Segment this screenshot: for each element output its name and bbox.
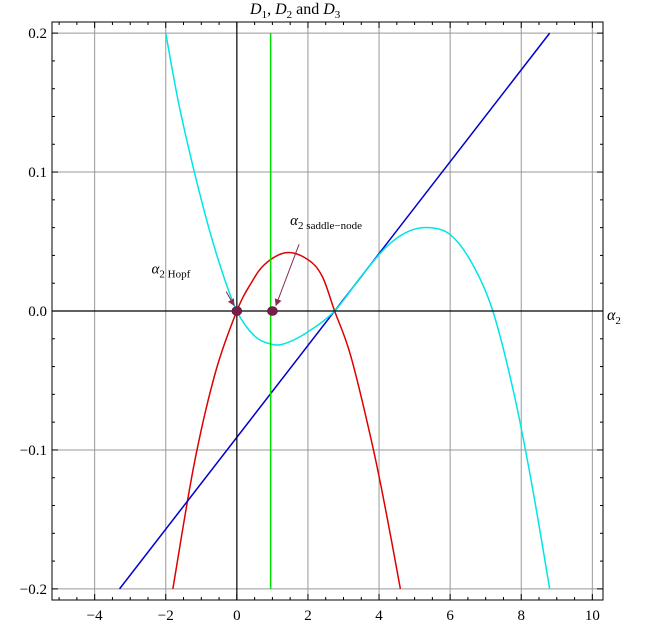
chart-title: D1, D2 and D3 xyxy=(249,1,341,21)
x-tick-label: 2 xyxy=(304,608,312,624)
x-tick-label: −2 xyxy=(158,608,174,624)
y-tick-label: −0.2 xyxy=(20,582,47,598)
bifurcation-point xyxy=(267,306,278,316)
annotation-arrow xyxy=(274,244,300,307)
bifurcation-points xyxy=(231,306,278,316)
y-tick-label: 0.1 xyxy=(28,165,47,181)
series-line-red xyxy=(172,251,402,590)
tick-labels: −4 −2 0 2 4 6 8 10 0.2 0.1 0.0 −0.1 −0.2 xyxy=(20,26,600,624)
y-tick-label: −0.1 xyxy=(20,443,47,459)
annotation-label: α2 saddle−node xyxy=(290,213,362,232)
axes xyxy=(51,21,604,601)
y-tick-label: 0.0 xyxy=(28,304,47,320)
x-tick-label: 4 xyxy=(375,608,383,624)
x-axis-label: α2 xyxy=(607,307,621,327)
series-line-cyan xyxy=(165,32,551,590)
y-tick-label: 0.2 xyxy=(28,26,47,42)
x-tick-label: 0 xyxy=(233,608,241,624)
x-tick-label: 10 xyxy=(585,608,600,624)
x-tick-label: −4 xyxy=(87,608,103,624)
annotation-label: α2 Hopf xyxy=(152,261,191,280)
bifurcation-point xyxy=(231,306,243,316)
x-tick-label: 6 xyxy=(446,608,454,624)
x-tick-label: 8 xyxy=(517,608,525,624)
annotations: α2 Hopf α2 saddle−node xyxy=(152,213,362,307)
annotation-arrow xyxy=(225,291,235,307)
